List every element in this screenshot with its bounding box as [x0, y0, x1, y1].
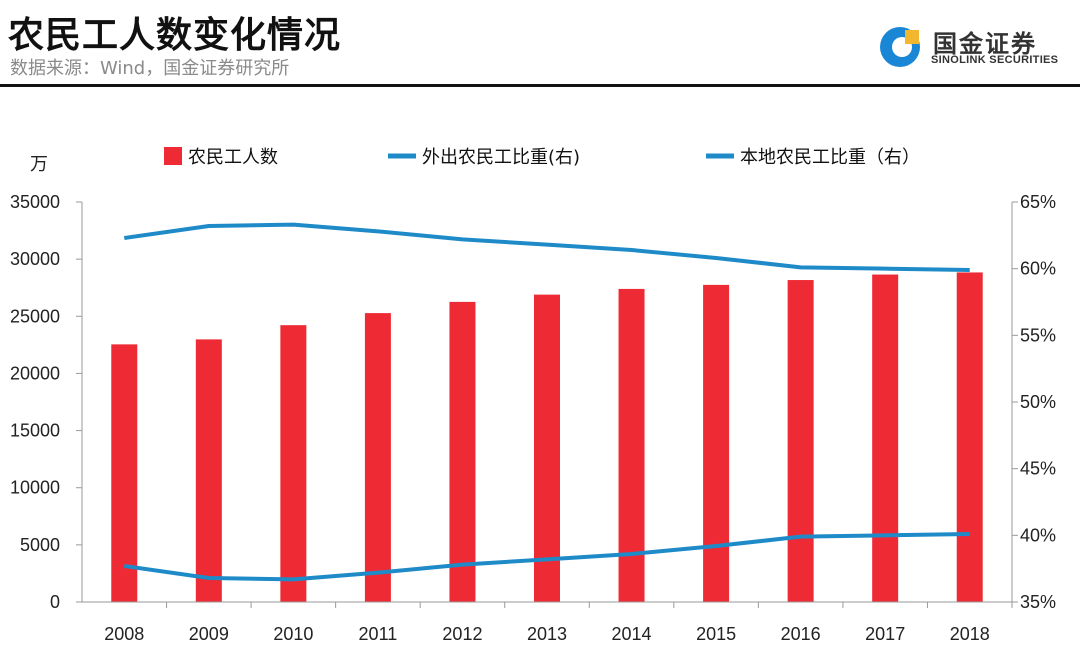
bar-2011	[364, 313, 391, 602]
right-tick-label: 40%	[1020, 525, 1056, 545]
right-tick-label: 45%	[1020, 459, 1056, 479]
x-tick-label: 2015	[696, 624, 736, 644]
right-tick-label: 65%	[1020, 192, 1056, 212]
data-source: 数据来源：Wind，国金证券研究所	[10, 58, 290, 79]
bar-2014	[618, 288, 645, 602]
x-tick-label: 2012	[442, 624, 482, 644]
legend-swatch-bar	[164, 147, 182, 165]
right-tick-label: 60%	[1020, 259, 1056, 279]
x-tick-label: 2014	[612, 624, 652, 644]
left-tick-label: 30000	[10, 249, 60, 269]
logo-emblem-icon	[880, 27, 920, 67]
logo-name-en: SINOLINK SECURITIES	[931, 54, 1059, 66]
line-series-outgoing	[123, 222, 970, 272]
page-title: 农民工人数变化情况	[8, 15, 342, 56]
x-tick-label: 2016	[781, 624, 821, 644]
bar-2013	[534, 294, 560, 602]
right-tick-label: 55%	[1020, 325, 1056, 345]
left-tick-label: 10000	[10, 478, 60, 498]
bar-2016	[787, 280, 814, 602]
left-tick-label: 25000	[10, 306, 60, 326]
left-tick-label: 0	[50, 592, 60, 612]
header-divider	[0, 84, 1080, 87]
legend-label: 外出农民工比重(右)	[422, 147, 580, 168]
bar-2012	[449, 301, 476, 602]
bar-2008	[111, 344, 138, 602]
legend-label: 本地农民工比重（右）	[740, 147, 920, 168]
x-tick-label: 2011	[359, 624, 398, 644]
left-tick-label: 15000	[10, 421, 60, 441]
x-tick-label: 2008	[104, 624, 144, 644]
line-series-local	[123, 532, 970, 582]
left-tick-label: 20000	[10, 363, 60, 383]
legend-label: 农民工人数	[188, 147, 278, 168]
bar-2010	[280, 325, 307, 602]
bar-2009	[195, 339, 222, 602]
bar-2017	[872, 274, 899, 602]
logo-name-cn: 国金证券	[933, 30, 1037, 58]
y-axis-unit: 万	[30, 154, 48, 174]
brand-logo: 国金证券 SINOLINK SECURITIES	[877, 22, 1077, 72]
right-tick-label: 35%	[1020, 592, 1056, 612]
x-tick-label: 2017	[865, 624, 905, 644]
left-tick-label: 35000	[10, 192, 60, 212]
x-tick-label: 2010	[273, 624, 313, 644]
bar-2015	[703, 284, 730, 602]
bar-2018	[956, 272, 983, 602]
x-tick-label: 2018	[950, 624, 990, 644]
left-tick-label: 5000	[20, 535, 60, 555]
x-tick-label: 2013	[527, 624, 567, 644]
x-tick-label: 2009	[189, 624, 229, 644]
right-tick-label: 50%	[1020, 392, 1056, 412]
